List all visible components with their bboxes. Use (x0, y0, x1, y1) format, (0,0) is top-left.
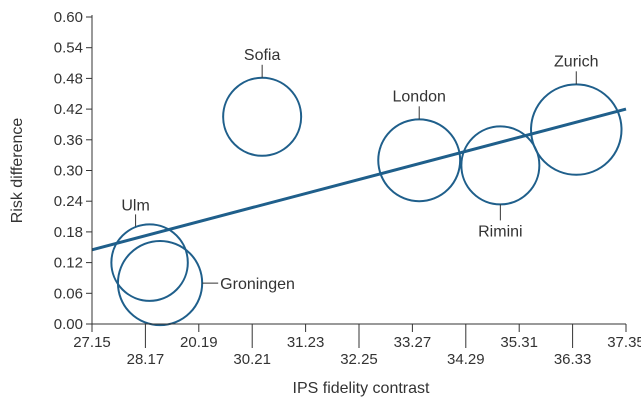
y-tick-label: 0.42 (54, 101, 83, 118)
x-tick-label: 31.23 (287, 334, 325, 351)
y-tick-label: 0.36 (54, 132, 83, 149)
bubble-label-sofia: Sofia (244, 47, 281, 64)
x-tick-label: 36.33 (554, 351, 592, 368)
x-tick-label: 37.35 (607, 334, 641, 351)
bubble-label-london: London (393, 88, 446, 105)
y-tick-label: 0.00 (54, 316, 83, 333)
x-tick-label: 28.17 (127, 351, 165, 368)
x-axis-title: IPS fidelity contrast (293, 380, 431, 397)
bubble-ulm (110, 223, 189, 302)
x-ticks-layer: 27.15 28.17 20.19 30.21 31.23 32.25 33.27 34.29… (73, 324, 641, 368)
x-tick-label: 33.27 (394, 334, 432, 351)
x-tick-label: 20.19 (180, 334, 218, 351)
bubble-sofia (222, 76, 303, 157)
y-axis-title: Risk difference (9, 118, 26, 224)
y-tick-label: 0.30 (54, 163, 83, 180)
x-tick-label: 27.15 (73, 334, 111, 351)
bubble-label-groningen: Groningen (220, 276, 295, 293)
label-leaders-layer (135, 64, 577, 284)
bubbles-layer (110, 76, 623, 327)
y-tick-label: 0.18 (54, 224, 83, 241)
y-tick-label: 0.54 (54, 40, 83, 57)
bubble-labels-layer: Sofia Ulm Groningen London Rimini Zurich (121, 47, 598, 293)
x-tick-label: 30.21 (233, 351, 271, 368)
y-tick-label: 0.12 (54, 255, 83, 272)
y-tick-label: 0.60 (54, 9, 83, 26)
bubble-london (377, 118, 462, 203)
y-tick-label: 0.48 (54, 70, 83, 87)
x-tick-label: 34.29 (447, 351, 485, 368)
bubble-groningen (116, 239, 204, 327)
regression-line (91, 107, 627, 252)
y-tick-label: 0.06 (54, 285, 83, 302)
bubble-label-ulm: Ulm (121, 197, 149, 214)
y-ticks-layer: 0.00 0.06 0.12 0.18 0.24 0.30 0.36 0.42 0.48 0.54… (54, 9, 92, 333)
bubble-rimini (460, 125, 541, 206)
x-tick-label: 35.31 (500, 334, 538, 351)
y-tick-label: 0.24 (54, 193, 83, 210)
bubble-label-rimini: Rimini (478, 223, 522, 240)
axes-layer (91, 15, 626, 325)
x-tick-label: 32.25 (340, 351, 378, 368)
bubble-label-zurich: Zurich (554, 53, 598, 70)
